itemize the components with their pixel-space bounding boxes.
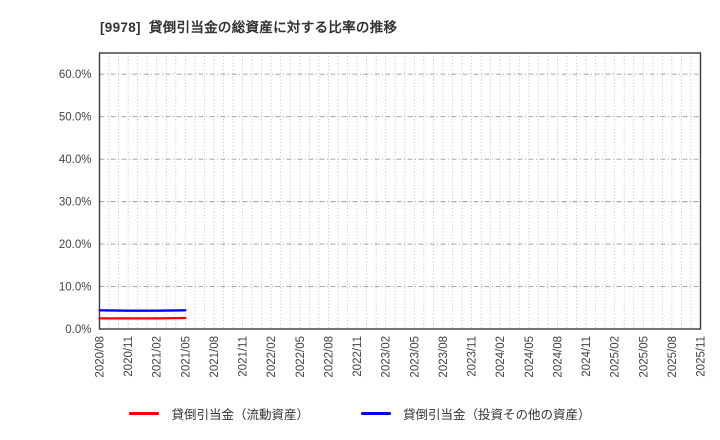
y-tick-label: 30.0% <box>59 197 92 209</box>
x-tick-label: 2020/08 <box>95 336 107 378</box>
x-tick-label: 2025/05 <box>638 336 650 378</box>
x-tick-label: 2024/02 <box>495 336 507 378</box>
chart-title: [9978] 貸倒引当金の総資産に対する比率の推移 <box>100 20 398 35</box>
x-tick-label: 2023/02 <box>381 336 393 378</box>
x-tick-label: 2023/11 <box>467 336 479 377</box>
legend-line-swatch-blue <box>361 412 391 415</box>
legend-item-investments-other-assets: 貸倒引当金（投資その他の資産） <box>361 404 591 423</box>
y-tick-label: 0.0% <box>65 324 91 336</box>
x-tick-label: 2024/05 <box>524 336 536 378</box>
y-tick-label: 40.0% <box>59 154 92 166</box>
chart-legend: 貸倒引当金（流動資産） 貸倒引当金（投資その他の資産） <box>0 404 720 423</box>
x-tick-label: 2025/08 <box>667 336 679 378</box>
x-tick-label: 2022/02 <box>266 336 278 378</box>
x-tick-label: 2022/08 <box>324 336 336 378</box>
plot-border <box>98 52 702 330</box>
x-tick-label: 2023/05 <box>409 336 421 378</box>
y-tick-label: 50.0% <box>59 112 92 124</box>
x-tick-label: 2025/02 <box>610 336 622 378</box>
legend-label-investments-other-assets: 貸倒引当金（投資その他の資産） <box>403 408 591 422</box>
x-tick-label: 2022/11 <box>352 336 364 377</box>
y-tick-label: 20.0% <box>59 239 92 251</box>
x-tick-label: 2021/05 <box>180 336 192 378</box>
x-tick-label: 2025/11 <box>696 336 708 377</box>
x-tick-label: 2022/05 <box>295 336 307 378</box>
legend-line-swatch-red <box>129 412 160 415</box>
legend-item-current-assets: 貸倒引当金（流動資産） <box>129 404 309 423</box>
x-tick-label: 2024/08 <box>552 336 564 378</box>
x-tick-label: 2021/02 <box>152 336 164 378</box>
x-tick-label: 2023/08 <box>438 336 450 378</box>
legend-label-current-assets: 貸倒引当金（流動資産） <box>171 408 309 422</box>
x-tick-label: 2021/11 <box>238 336 250 377</box>
y-tick-label: 60.0% <box>59 69 92 81</box>
x-tick-label: 2024/11 <box>581 336 593 377</box>
y-tick-label: 10.0% <box>59 282 92 294</box>
x-tick-label: 2021/08 <box>209 336 221 378</box>
x-tick-label: 2020/11 <box>123 336 135 377</box>
